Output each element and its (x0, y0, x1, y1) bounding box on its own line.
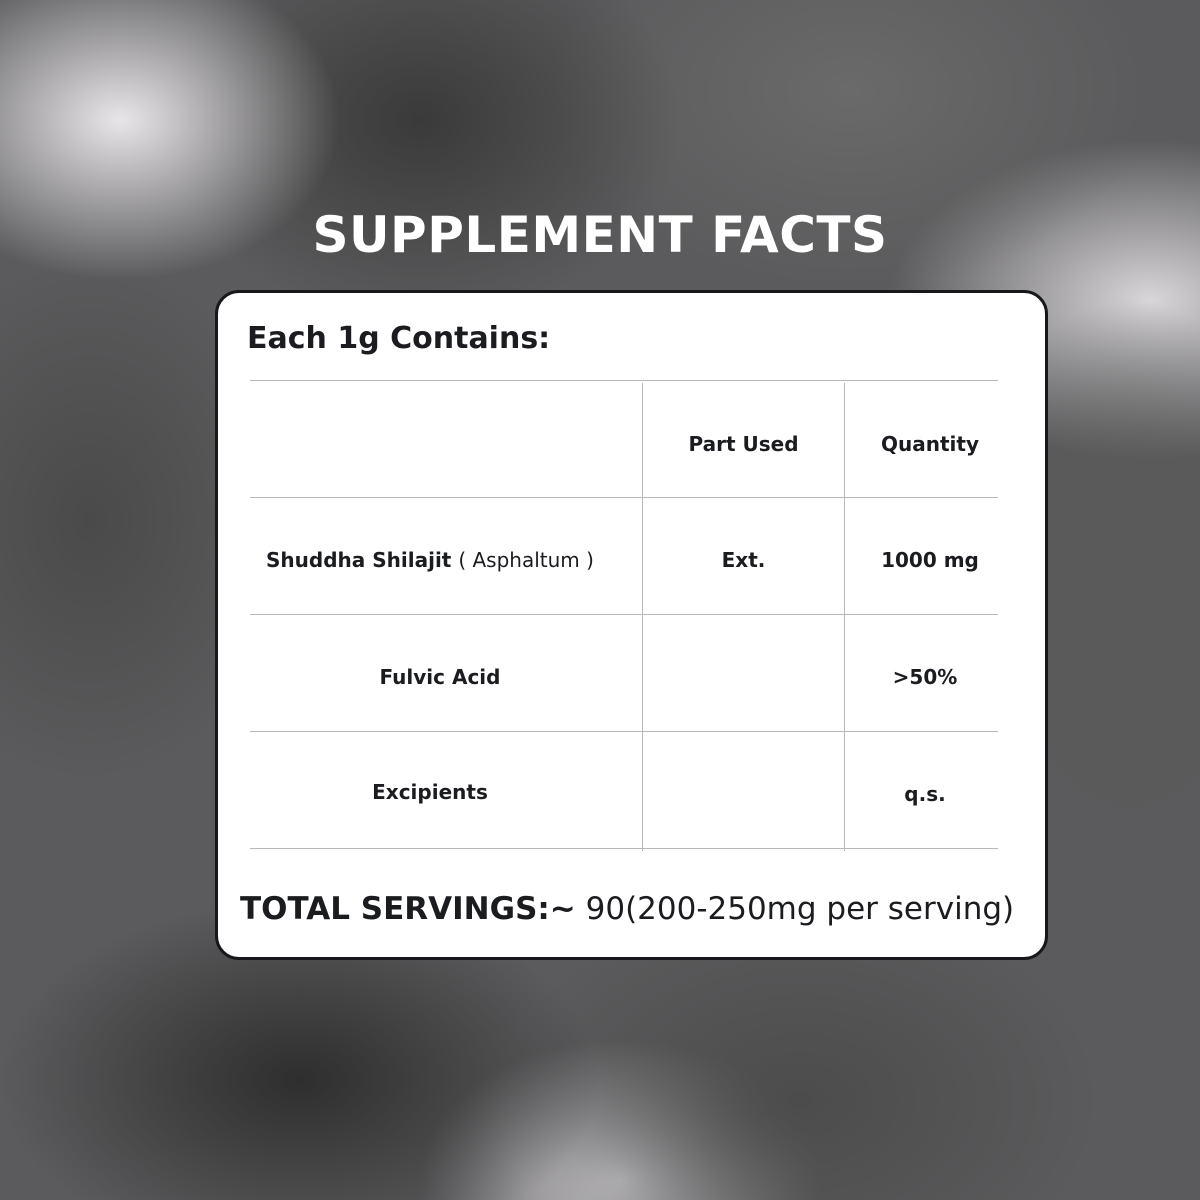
header-quantity: Quantity (881, 431, 979, 456)
table-divider (250, 614, 998, 615)
ingredient-name: Shuddha Shilajit (266, 547, 452, 572)
total-servings-value: 90(200-250mg per serving) (575, 891, 1015, 927)
quantity-value: 1000 mg (881, 547, 979, 572)
column-divider (844, 383, 845, 851)
table-divider (250, 848, 998, 849)
supplement-facts-card: Each 1g Contains: Part Used Quantity Shu… (215, 290, 1048, 960)
part-used-value (643, 618, 844, 735)
part-used-value (643, 733, 844, 850)
ingredient-note: ( Asphaltum ) (458, 547, 594, 572)
header-part-used: Part Used (688, 431, 799, 456)
part-used-value: Ext. (721, 547, 766, 572)
table-row-name: Shuddha Shilajit ( Asphaltum ) (250, 501, 610, 618)
card-heading: Each 1g Contains: (247, 321, 551, 356)
quantity-value: q.s. (904, 781, 946, 806)
ingredient-name: Fulvic Acid (379, 664, 501, 689)
quantity-value: >50% (892, 664, 958, 689)
total-servings-label: TOTAL SERVINGS:~ (240, 891, 576, 927)
column-divider (642, 383, 643, 851)
ingredient-name: Excipients (372, 779, 488, 804)
table-divider (250, 380, 998, 381)
page-title: SUPPLEMENT FACTS (312, 206, 888, 264)
table-divider (250, 497, 998, 498)
table-divider (250, 731, 998, 732)
total-servings: TOTAL SERVINGS:~ 90(200-250mg per servin… (240, 891, 1014, 927)
